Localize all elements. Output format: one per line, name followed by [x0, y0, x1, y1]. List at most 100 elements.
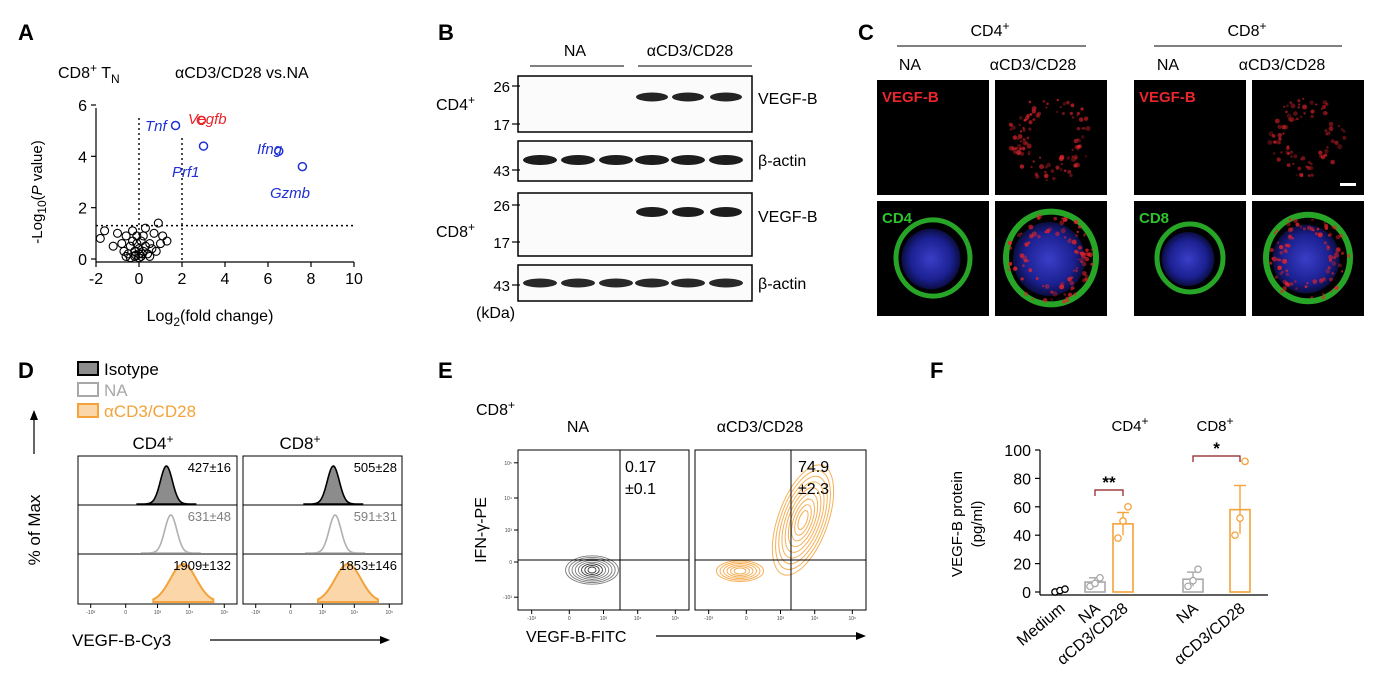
vegfb-signal-dot	[1289, 101, 1293, 104]
blot-cd4-vegfb	[517, 75, 753, 133]
blot-marker-vegfb-2: VEGF-B	[758, 209, 818, 226]
vegfb-signal-dot	[1302, 104, 1308, 110]
vegfb-signal-dot	[1090, 262, 1094, 266]
vegfb-signal-dot	[1279, 151, 1283, 154]
vegfb-signal-dot	[1080, 260, 1083, 264]
vegfb-signal-dot	[1287, 235, 1293, 240]
vegfb-signal-dot	[1009, 128, 1012, 131]
vegfb-signal-dot	[1017, 233, 1022, 238]
vegfb-signal-dot	[1312, 229, 1315, 232]
sig-label: **	[1102, 473, 1116, 492]
volcano-point	[108, 241, 118, 251]
vegfb-signal-dot	[1012, 135, 1018, 140]
vegfb-signal-dot	[1288, 217, 1292, 221]
vegfb-signal-dot	[1334, 140, 1339, 145]
vegfb-signal-dot	[1071, 116, 1075, 119]
vegfb-signal-dot	[1035, 112, 1040, 117]
bar-y-tick-label: 20	[1013, 557, 1031, 574]
vegfb-signal-dot	[1337, 125, 1340, 128]
blot-marker-actin-2: β-actin	[758, 276, 806, 293]
vegfb-signal-dot	[1050, 298, 1053, 301]
vegfb-signal-dot	[1070, 286, 1075, 290]
panel-a-x-tick-label: 2	[178, 271, 187, 288]
vegfb-signal-dot	[1292, 162, 1295, 165]
vegfb-signal-dot	[1028, 100, 1032, 104]
vegfb-signal-dot	[1023, 291, 1029, 297]
vegfb-signal-dot	[1328, 254, 1333, 260]
vegfb-signal-dot	[1019, 130, 1023, 133]
vegfb-signal-dot	[1332, 225, 1338, 230]
vegfb-signal-dot	[1329, 277, 1333, 282]
vegfb-signal-dot	[1280, 289, 1284, 293]
vegfb-signal-dot	[1076, 230, 1079, 234]
vegfb-signal-dot	[1293, 154, 1298, 159]
vegfb-signal-dot	[1289, 150, 1294, 155]
vegfb-signal-dot	[1062, 217, 1068, 222]
hist-x-tick-label: 10⁴	[350, 610, 358, 616]
band-cd4-actin	[671, 155, 705, 165]
vegfb-signal-dot	[1336, 247, 1341, 252]
vegfb-signal-dot	[1285, 146, 1290, 151]
panel-a-x-tick-label: -2	[89, 271, 103, 288]
panel-a-y-tick-label: 6	[78, 98, 87, 115]
vegfb-signal-dot	[1306, 282, 1309, 285]
contour-stim-low	[730, 566, 750, 576]
vegfb-signal-dot	[1071, 239, 1077, 245]
vegfb-signal-dot	[1278, 137, 1282, 141]
vegfb-signal-dot	[1298, 103, 1301, 106]
legend-stim: αCD3/CD28	[104, 402, 196, 421]
vegfb-signal-dot	[1297, 166, 1302, 171]
vegfb-signal-dot	[1062, 102, 1067, 106]
vegfb-signal-dot	[1309, 100, 1314, 105]
vegfb-signal-dot	[1281, 124, 1287, 130]
blot-row-cd8: CD8+	[436, 220, 475, 241]
if-label-vegfb-cd8: VEGF-B	[1139, 89, 1196, 106]
vegfb-signal-dot	[1028, 127, 1032, 131]
vegfb-signal-dot	[1297, 99, 1301, 103]
vegfb-signal-dot	[1016, 143, 1022, 149]
vegfb-signal-dot	[1087, 252, 1093, 258]
bar-group-cd8: CD8+	[1196, 414, 1233, 435]
vegfb-signal-dot	[1042, 285, 1045, 288]
if-tile-cd8-na-vegfb	[1134, 80, 1246, 195]
vegfb-signal-dot	[1065, 296, 1070, 301]
vegfb-signal-dot	[1076, 111, 1080, 115]
if-tile-cd4-na-vegfb	[877, 80, 989, 195]
vegfb-signal-dot	[1059, 168, 1063, 172]
flow-na-percent: 0.17	[625, 459, 656, 476]
vegfb-signal-dot	[1277, 124, 1282, 130]
vegfb-signal-dot	[1009, 246, 1012, 250]
vegfb-signal-dot	[1334, 251, 1338, 254]
vegfb-signal-dot	[1268, 131, 1274, 137]
vegfb-signal-dot	[1297, 106, 1300, 109]
vegfb-signal-dot	[1300, 173, 1304, 178]
vegfb-signal-dot	[1052, 291, 1058, 297]
vegfb-signal-dot	[1322, 293, 1325, 296]
panel-c-immunofluorescence: CD4+ CD8+ NA αCD3/CD28 NA αCD3/CD28 VEGF…	[877, 19, 1364, 316]
if-header-cd8: CD8+	[1227, 19, 1266, 40]
vegfb-signal-dot	[1303, 112, 1306, 115]
vegfb-signal-dot	[1042, 298, 1048, 303]
vegfb-signal-dot	[1075, 250, 1080, 255]
vegfb-signal-dot	[1320, 155, 1326, 160]
bar-group-cd4: CD4+	[1111, 414, 1148, 435]
panel-label-f: F	[930, 358, 943, 383]
vegfb-signal-dot	[1083, 116, 1089, 121]
vegfb-signal-dot	[1325, 133, 1328, 136]
gene-label-vegfb: Vegfb	[188, 111, 227, 128]
vegfb-signal-dot	[1082, 126, 1086, 130]
vegfb-signal-dot	[1326, 146, 1329, 149]
contour-stim-high	[791, 498, 815, 542]
vegfb-signal-dot	[1053, 216, 1058, 221]
band-cd8-vegfb	[710, 207, 742, 217]
vegfb-signal-dot	[1283, 124, 1289, 130]
vegfb-signal-dot	[1323, 153, 1328, 157]
hist-x-tick-label: -10³	[86, 610, 95, 616]
vegfb-signal-dot	[1324, 226, 1329, 230]
vegfb-signal-dot	[1269, 261, 1273, 265]
vegfb-signal-dot	[1046, 162, 1051, 168]
hist-stim	[316, 562, 380, 603]
bar-point	[1114, 534, 1122, 542]
volcano-point	[151, 246, 161, 256]
vegfb-signal-dot	[1011, 148, 1016, 152]
